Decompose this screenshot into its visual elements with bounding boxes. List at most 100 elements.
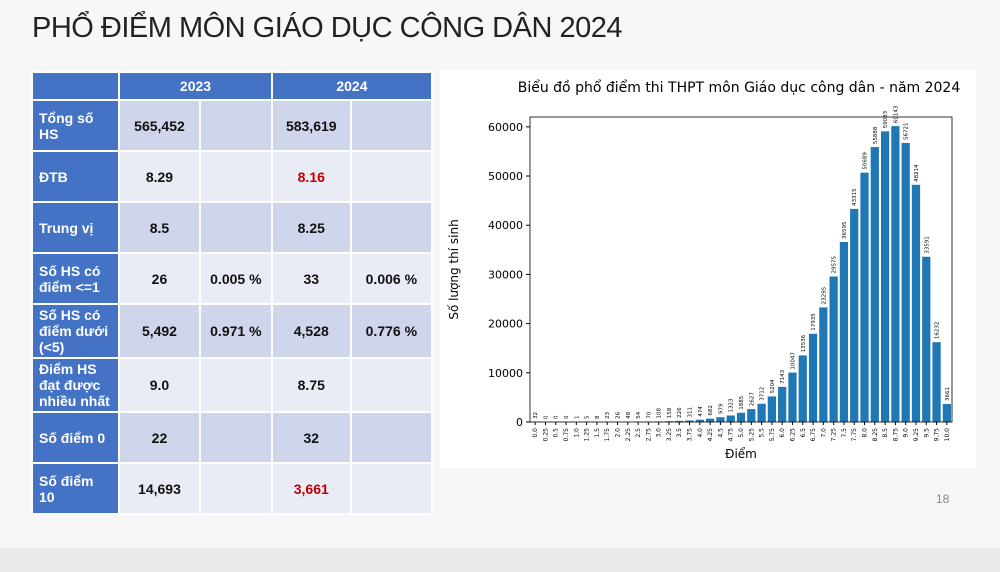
data-label: 59083 <box>883 110 889 128</box>
row-label: Số điểm 10 <box>30 462 121 515</box>
table-cell: 0.971 % <box>198 303 273 359</box>
row-label: Số HS có điểm dưới (<5) <box>30 303 121 359</box>
table-cell: 8.75 <box>270 357 352 413</box>
x-tick-label: 6.25 <box>789 428 796 442</box>
x-tick-label: 6.75 <box>810 428 817 442</box>
data-label: 10047 <box>790 352 796 370</box>
data-label: 36595 <box>842 221 848 239</box>
y-tick-label: 10000 <box>488 367 523 380</box>
table-cell: 0.006 % <box>349 252 434 305</box>
x-tick-label: 8.5 <box>882 428 889 438</box>
x-tick-label: 7.5 <box>841 428 848 438</box>
data-label: 48214 <box>914 164 920 182</box>
x-tick-label: 8.0 <box>862 428 869 438</box>
x-tick-label: 1.25 <box>584 428 591 442</box>
bar <box>757 403 766 422</box>
x-tick-label: 3.0 <box>656 428 663 438</box>
plot-frame <box>529 116 953 423</box>
x-tick-label: 6.5 <box>800 428 807 438</box>
bar <box>911 184 921 422</box>
table-cell <box>349 357 434 413</box>
bar <box>942 403 951 422</box>
data-label: 23 <box>605 411 611 418</box>
y-tick-label: 20000 <box>488 318 523 331</box>
x-tick-label: 2.25 <box>625 428 632 442</box>
bar <box>767 396 776 422</box>
table-row: Tổng số HS 565,452 583,619 <box>30 99 434 152</box>
y-tick-label: 0 <box>516 416 523 429</box>
data-label: 0 <box>554 415 560 419</box>
data-label: 48 <box>626 411 632 418</box>
x-tick-label: 7.75 <box>851 428 858 442</box>
table-cell: 8.29 <box>118 150 201 203</box>
bar <box>706 418 715 422</box>
x-tick-label: 5.0 <box>738 428 745 438</box>
data-label: 23295 <box>821 286 827 304</box>
bar <box>850 208 859 422</box>
x-tick-label: 9.75 <box>934 428 941 442</box>
x-tick-label: 4.5 <box>717 428 724 438</box>
data-label: 50689 <box>863 152 869 170</box>
x-tick-label: 9.5 <box>923 428 930 438</box>
header-cell: 2024 <box>270 71 434 101</box>
bar <box>891 126 900 422</box>
x-tick-label: 5.25 <box>748 428 755 442</box>
x-tick-label: 0.25 <box>542 428 549 442</box>
x-tick-label: 4.25 <box>707 428 714 442</box>
bar <box>922 256 931 422</box>
data-label: 3661 <box>945 387 951 401</box>
bar <box>716 417 725 422</box>
table-cell: 32 <box>270 411 352 464</box>
table-cell: 0.005 % <box>198 252 273 305</box>
row-label: Tổng số HS <box>30 99 121 152</box>
x-tick-label: 2.0 <box>614 428 621 438</box>
table-cell: 5,492 <box>118 303 201 359</box>
table-row: Số HS có điểm <=1 26 0.005 % 33 0.006 % <box>30 252 434 305</box>
x-tick-label: 6.0 <box>779 428 786 438</box>
x-tick-label: 4.0 <box>697 428 704 438</box>
data-label: 70 <box>646 411 652 418</box>
data-label: 5 <box>585 415 591 419</box>
y-tick-label: 60000 <box>488 121 523 134</box>
table-cell <box>349 462 434 515</box>
data-label: 26 <box>615 411 621 418</box>
data-label: 60143 <box>893 105 899 123</box>
table-cell <box>198 357 273 413</box>
x-tick-label: 2.5 <box>635 428 642 438</box>
bar <box>675 420 684 422</box>
header-cell: 2023 <box>118 71 273 101</box>
table-cell: 14,693 <box>118 462 201 515</box>
data-label: 43315 <box>852 188 858 206</box>
table-cell: 8.25 <box>270 201 352 254</box>
header-row: 2023 2024 <box>30 71 434 101</box>
data-label: 56721 <box>904 122 910 139</box>
table-cell: 583,619 <box>270 99 352 152</box>
data-label: 226 <box>677 407 683 418</box>
bar <box>819 307 828 422</box>
data-label: 8 <box>595 415 601 419</box>
y-tick-label: 50000 <box>488 170 523 183</box>
table-row: Số điểm 10 14,693 3,661 <box>30 462 434 515</box>
bar <box>788 372 797 422</box>
chart-title: Biểu đồ phổ điểm thi THPT môn Giáo dục c… <box>518 79 961 96</box>
y-axis-label: Số lượng thí sinh <box>447 219 461 319</box>
bar <box>932 342 941 422</box>
x-tick-label: 2.75 <box>645 428 652 442</box>
bar <box>798 355 807 422</box>
slide: PHỔ ĐIỂM MÔN GIÁO DỤC CÔNG DÂN 2024 2023… <box>0 0 1000 548</box>
data-label: 158 <box>667 407 673 418</box>
table-cell: 8.16 <box>270 150 352 203</box>
table-cell <box>198 411 273 464</box>
data-label: 682 <box>708 405 714 416</box>
table-cell <box>198 462 273 515</box>
data-label: 979 <box>718 403 724 414</box>
table-cell <box>349 150 434 203</box>
x-tick-label: 0.75 <box>563 428 570 442</box>
table-cell <box>198 150 273 203</box>
table-row: ĐTB 8.29 8.16 <box>30 150 434 203</box>
table-cell: 4,528 <box>270 303 352 359</box>
table-cell <box>349 99 434 152</box>
y-tick-label: 40000 <box>488 219 523 232</box>
bar <box>829 276 838 422</box>
